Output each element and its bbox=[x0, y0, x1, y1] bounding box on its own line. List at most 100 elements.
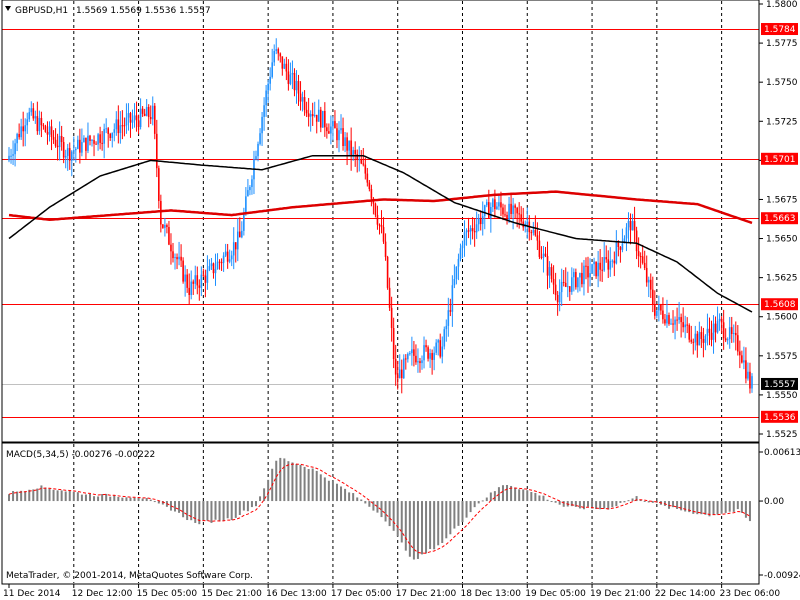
macd-bar bbox=[546, 499, 549, 502]
macd-bar bbox=[404, 501, 407, 551]
candle-body bbox=[293, 72, 296, 91]
macd-bar bbox=[307, 469, 310, 502]
macd-bar bbox=[477, 501, 480, 504]
candle-body bbox=[24, 125, 27, 132]
candle-body bbox=[354, 150, 356, 155]
macd-bar bbox=[493, 491, 496, 502]
candle-body bbox=[382, 227, 385, 242]
candle-body bbox=[421, 360, 423, 364]
candle-body bbox=[115, 119, 118, 130]
macd-bar bbox=[133, 497, 136, 502]
macd-bar bbox=[720, 501, 723, 514]
candle-body bbox=[251, 179, 253, 188]
macd-bar bbox=[728, 501, 731, 512]
candle-body bbox=[481, 216, 484, 225]
candle-body bbox=[380, 225, 383, 228]
macd-bar bbox=[506, 484, 509, 502]
time-axis[interactable]: 11 Dec 2014 12 Dec 12:00 15 Dec 05:00 15 De… bbox=[3, 584, 780, 599]
macd-bar bbox=[234, 501, 237, 518]
candle-body bbox=[322, 110, 324, 128]
macd-bar bbox=[319, 474, 322, 502]
price-tick-label: 1.5775 bbox=[766, 39, 798, 49]
candle-body bbox=[595, 261, 597, 277]
macd-bar bbox=[149, 499, 152, 502]
candle-body bbox=[747, 371, 749, 379]
candle-body bbox=[471, 228, 474, 231]
macd-bar bbox=[169, 501, 172, 511]
candle-body bbox=[99, 134, 101, 143]
candle-body bbox=[101, 142, 103, 144]
macd-bar bbox=[574, 501, 577, 507]
macd-bar bbox=[748, 501, 751, 522]
candle-body bbox=[275, 49, 278, 51]
candle-body bbox=[135, 115, 138, 121]
macd-bar bbox=[32, 489, 35, 502]
candle-body bbox=[50, 126, 53, 137]
macd-bar bbox=[489, 492, 492, 502]
candle-body bbox=[340, 128, 342, 131]
macd-bar bbox=[501, 485, 504, 502]
macd-bar bbox=[684, 501, 687, 512]
price-axis[interactable]: 1.58001.57751.57501.57251.57001.56751.56… bbox=[759, 0, 800, 581]
candle-body bbox=[328, 131, 330, 134]
candle-body bbox=[305, 109, 308, 114]
candle-body bbox=[627, 221, 630, 228]
candle-body bbox=[125, 117, 128, 126]
candle-body bbox=[702, 339, 705, 343]
candle-body bbox=[419, 361, 421, 364]
macd-bar bbox=[113, 495, 116, 502]
macd-bar bbox=[627, 500, 630, 502]
macd-bar bbox=[372, 501, 375, 511]
macd-bar bbox=[145, 498, 148, 502]
candle-body bbox=[411, 349, 413, 354]
candle-body bbox=[684, 324, 686, 328]
candle-body bbox=[68, 148, 71, 161]
macd-bar bbox=[335, 483, 338, 502]
candle-body bbox=[153, 105, 156, 134]
candle-body bbox=[585, 265, 587, 267]
macd-bar bbox=[230, 501, 233, 521]
macd-bar bbox=[481, 500, 484, 502]
level-price-tag bbox=[761, 152, 798, 165]
candle-body bbox=[28, 112, 31, 120]
candle-body bbox=[583, 265, 585, 285]
candle-body bbox=[449, 310, 452, 312]
candle-body bbox=[210, 263, 213, 267]
macd-bar bbox=[214, 501, 217, 520]
candle-body bbox=[386, 256, 389, 288]
candle-body bbox=[228, 259, 231, 262]
time-tick-label: 19 Dec 05:00 bbox=[525, 589, 586, 599]
candle-body bbox=[554, 284, 557, 296]
macd-bar bbox=[469, 501, 472, 513]
macd-bar bbox=[667, 501, 670, 509]
triangle-down-icon[interactable] bbox=[5, 6, 11, 11]
candle-body bbox=[743, 360, 745, 363]
macd-bar bbox=[56, 490, 59, 502]
candle-body bbox=[649, 279, 652, 290]
candle-body bbox=[8, 155, 10, 161]
candle-body bbox=[560, 281, 563, 293]
candle-body bbox=[651, 289, 654, 305]
candle-body bbox=[48, 126, 51, 135]
candle-body bbox=[226, 251, 229, 262]
candle-body bbox=[455, 266, 458, 280]
macd-bar bbox=[36, 488, 39, 502]
candle-body bbox=[95, 143, 97, 145]
candle-body bbox=[510, 203, 512, 214]
candle-body bbox=[168, 227, 170, 245]
candle-body bbox=[58, 135, 61, 148]
candle-body bbox=[263, 105, 265, 117]
macd-bar bbox=[453, 501, 456, 529]
macd-bar bbox=[643, 500, 646, 502]
level-price-tag bbox=[761, 298, 798, 311]
candle-body bbox=[30, 108, 33, 113]
macd-bar bbox=[724, 501, 727, 513]
macd-bar bbox=[708, 501, 711, 517]
price-tick-label: 1.5600 bbox=[766, 313, 798, 323]
candle-body bbox=[315, 114, 318, 122]
macd-histogram bbox=[8, 457, 751, 560]
macd-bar bbox=[384, 501, 387, 522]
macd-bar bbox=[186, 501, 189, 521]
macd-bar bbox=[700, 501, 703, 515]
